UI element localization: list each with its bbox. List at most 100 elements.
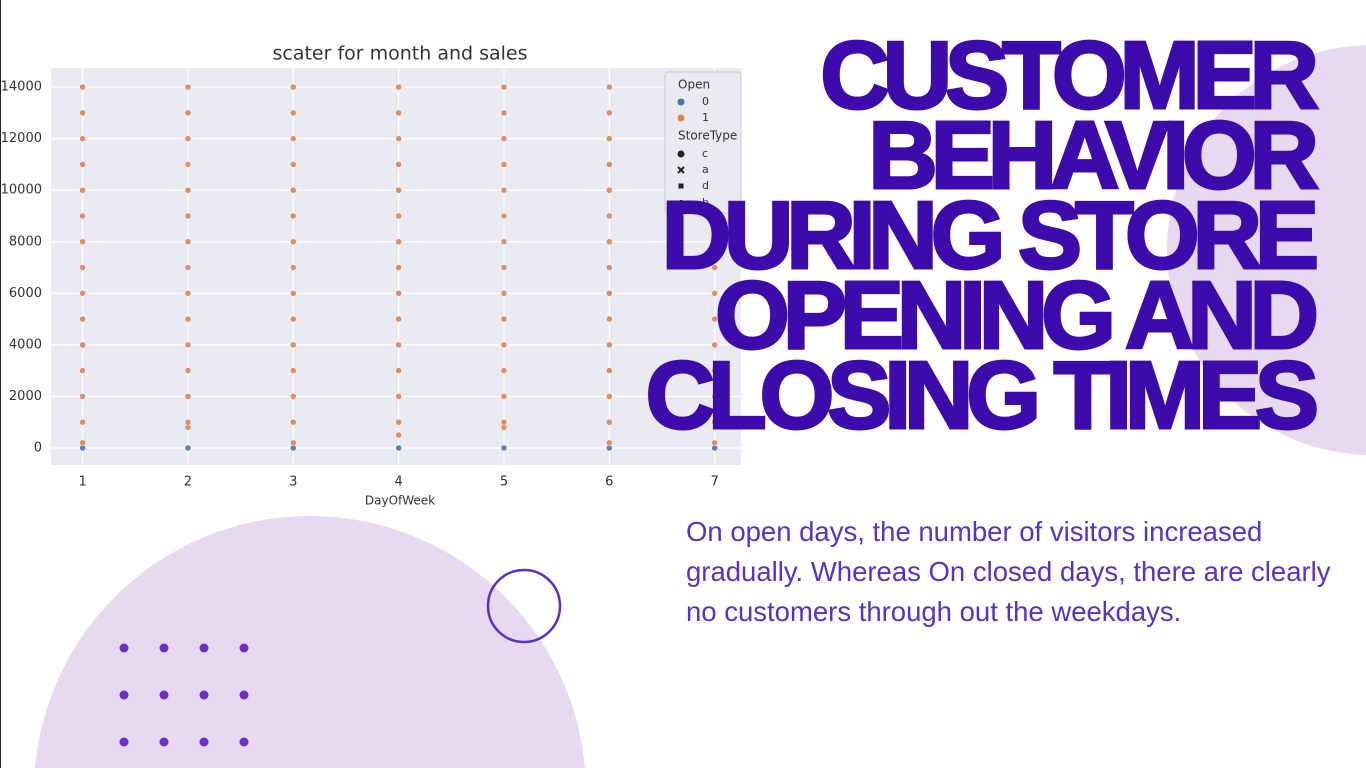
legend-marker [677, 150, 685, 158]
point [711, 315, 718, 323]
point [500, 393, 508, 400]
point [711, 264, 718, 271]
point [711, 238, 718, 246]
legend: Open StoreType c a d b 0 1 [664, 71, 742, 214]
point [395, 186, 402, 194]
point [500, 418, 508, 426]
legend-label: c [702, 147, 708, 160]
point [711, 439, 718, 447]
point [711, 418, 718, 426]
point [79, 135, 86, 142]
legend-label: 1 [702, 111, 709, 124]
point [606, 135, 613, 142]
heading: CUSTOMER BEHAVIOR DURING STORE OPENING AND C… [644, 26, 1321, 449]
point [395, 212, 402, 220]
point [606, 290, 613, 297]
point [290, 264, 297, 271]
deco-dots [119, 643, 249, 747]
point [395, 315, 402, 323]
heading-line: CLOSING TIMES [644, 342, 1320, 449]
point [79, 238, 86, 246]
point [184, 161, 192, 168]
point [500, 186, 508, 194]
point [79, 109, 86, 117]
point [184, 135, 192, 142]
body-text: On open days, the number of visitors inc… [686, 516, 1331, 627]
point [500, 212, 508, 220]
heading-line: BEHAVIOR [867, 102, 1321, 209]
point [79, 186, 86, 194]
point [79, 264, 86, 271]
point [395, 444, 402, 452]
point [500, 161, 508, 168]
point [290, 135, 297, 142]
point [184, 290, 192, 297]
x-tick-label: 3 [289, 475, 297, 490]
point [395, 418, 402, 426]
point [184, 212, 192, 220]
point [500, 290, 508, 297]
point [79, 83, 86, 91]
x-tick-label: 6 [605, 475, 613, 490]
point [500, 444, 508, 452]
point [395, 367, 402, 374]
point [500, 315, 508, 323]
point [79, 418, 86, 426]
legend-label: b [702, 196, 709, 209]
y-tick-label: 6000 [9, 286, 42, 301]
deco-circle [35, 516, 585, 768]
point [79, 439, 86, 447]
y-tick-label: 8000 [9, 234, 42, 249]
legend-label: 0 [702, 95, 709, 108]
chart-title: scater for month and sales [272, 43, 527, 65]
point [711, 393, 718, 400]
deco-circle [1167, 45, 1366, 455]
legend-label: a [702, 163, 709, 176]
point [606, 393, 613, 400]
point [711, 367, 718, 374]
point [500, 341, 508, 349]
point [79, 367, 86, 374]
point [290, 315, 297, 323]
point [290, 238, 297, 246]
point [79, 315, 86, 323]
point [184, 367, 192, 374]
legend-title: Open [678, 78, 710, 92]
point [395, 341, 402, 349]
point [711, 290, 718, 297]
x-tick-label: 2 [184, 475, 192, 490]
point [711, 341, 718, 349]
legend-label: d [702, 179, 709, 192]
x-axis-label: DayOfWeek [365, 494, 435, 508]
point [606, 315, 613, 323]
point [184, 393, 192, 400]
point [606, 439, 613, 447]
point [395, 264, 402, 271]
y-tick-label: 2000 [9, 389, 42, 404]
point [79, 290, 86, 297]
point [500, 83, 508, 91]
point [606, 367, 613, 374]
point [395, 135, 402, 142]
point [395, 161, 402, 168]
legend-marker [677, 98, 685, 106]
point [290, 212, 297, 220]
point [184, 109, 192, 117]
x-tick-label: 5 [500, 475, 508, 490]
point [606, 186, 613, 194]
legend-marker [677, 166, 685, 174]
y-tick-label: 0 [34, 440, 42, 455]
legend-marker [677, 114, 685, 122]
point [500, 109, 508, 117]
x-tick-label: 7 [711, 475, 719, 490]
point [184, 315, 192, 323]
point [290, 83, 297, 91]
point [290, 109, 297, 117]
point [290, 161, 297, 168]
point [606, 418, 613, 426]
y-tick-label: 12000 [1, 131, 42, 146]
point [79, 212, 86, 220]
point [500, 238, 508, 246]
point [184, 238, 192, 246]
